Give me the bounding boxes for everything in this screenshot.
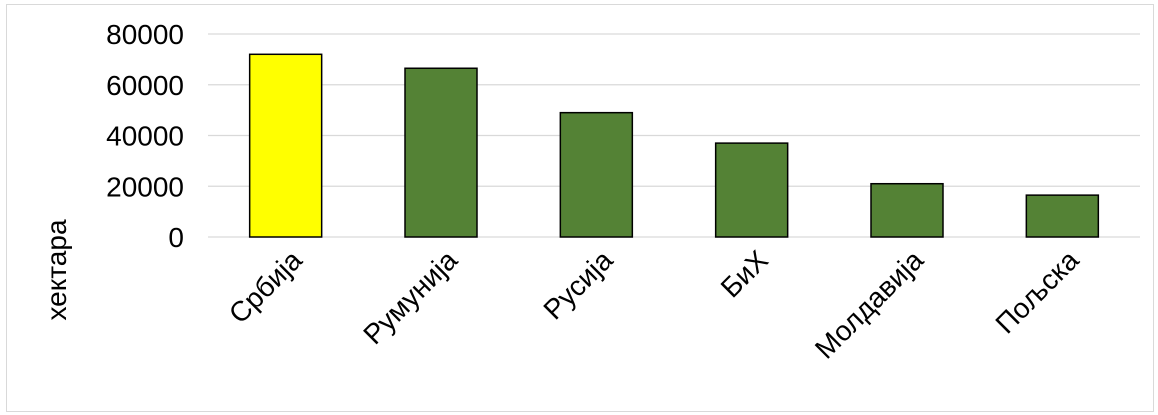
y-tick-label: 80000 <box>106 19 184 50</box>
bar <box>870 182 944 238</box>
x-category-label: Румунија <box>357 244 463 350</box>
bars <box>248 53 1100 238</box>
y-tick-labels: 0 20000 40000 60000 80000 <box>106 19 184 253</box>
x-category-label: БиХ <box>715 244 774 303</box>
x-category-label: Русија <box>537 244 618 325</box>
y-tick-label: 20000 <box>106 171 184 202</box>
y-tick-label: 60000 <box>106 70 184 101</box>
y-axis-title: хектара <box>41 219 72 320</box>
y-tick-label: 0 <box>168 222 184 253</box>
x-category-label: Србија <box>223 244 308 329</box>
bar <box>248 53 323 238</box>
gridlines <box>208 33 1140 238</box>
bar <box>404 67 478 238</box>
bar <box>1025 194 1100 238</box>
bar <box>559 111 634 238</box>
x-category-label: Молдавија <box>809 244 930 365</box>
x-category-label: Пољска <box>989 244 1084 339</box>
x-category-labels: Србија Румунија Русија БиХ Молдавија Пољска <box>223 244 1085 365</box>
bar <box>714 142 789 238</box>
y-tick-label: 40000 <box>106 121 184 152</box>
